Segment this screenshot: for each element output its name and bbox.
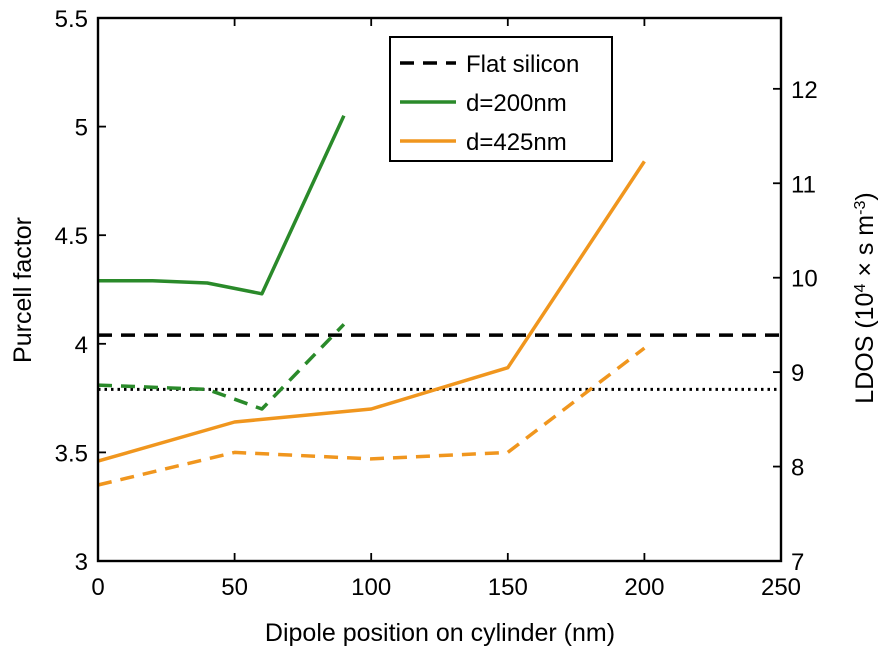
y-axis-left-label: Purcell factor bbox=[9, 217, 37, 363]
y-right-tick-label: 7 bbox=[791, 549, 804, 576]
x-tick-label: 50 bbox=[221, 574, 248, 601]
y-left-tick-label: 4.5 bbox=[55, 223, 88, 250]
series-d200-ldos bbox=[97, 323, 346, 411]
series-d425-ldos bbox=[97, 346, 646, 487]
x-tick-label: 150 bbox=[488, 574, 528, 601]
series-layer bbox=[97, 114, 781, 487]
y-right-label-exp2: -3 bbox=[852, 201, 869, 215]
y-right-label-middle: × s m bbox=[851, 215, 879, 284]
legend-label-d200: d=200nm bbox=[466, 90, 567, 117]
x-tick-label: 0 bbox=[91, 574, 104, 601]
y-right-tick-label: 12 bbox=[791, 77, 818, 104]
ticks-layer: 0 50 100 150 200 250 3 3.5 4 4.5 5 5.5 7 8 9 10 11 12 bbox=[55, 6, 818, 601]
y-left-tick-label: 4 bbox=[75, 332, 88, 359]
y-right-label-suffix: ) bbox=[851, 192, 879, 200]
y-right-tick-label: 8 bbox=[791, 455, 804, 482]
y-right-tick-label: 10 bbox=[791, 266, 818, 293]
x-axis-label: Dipole position on cylinder (nm) bbox=[265, 619, 615, 647]
y-right-label-prefix: LDOS (10 bbox=[851, 293, 879, 404]
series-d200-purcell bbox=[98, 114, 346, 296]
legend-label-flat-silicon: Flat silicon bbox=[466, 51, 579, 78]
x-tick-label: 200 bbox=[624, 574, 664, 601]
x-tick-label: 250 bbox=[761, 574, 801, 601]
legend-label-d425: d=425nm bbox=[466, 129, 567, 156]
y-left-tick-label: 5.5 bbox=[55, 6, 88, 33]
y-left-tick-label: 5 bbox=[75, 115, 88, 142]
legend: Flat silicon d=200nm d=425nm bbox=[389, 36, 613, 162]
y-right-tick-label: 11 bbox=[791, 171, 816, 198]
y-axis-right-label: LDOS (104 × s m-3) bbox=[851, 192, 879, 403]
y-left-tick-label: 3 bbox=[75, 549, 88, 576]
plot-frame bbox=[96, 16, 783, 563]
y-right-tick-label: 9 bbox=[791, 360, 804, 387]
y-right-label-exp1: 4 bbox=[852, 284, 869, 293]
y-left-tick-label: 3.5 bbox=[55, 440, 88, 467]
x-tick-label: 100 bbox=[351, 574, 391, 601]
series-d425-purcell bbox=[97, 160, 646, 463]
